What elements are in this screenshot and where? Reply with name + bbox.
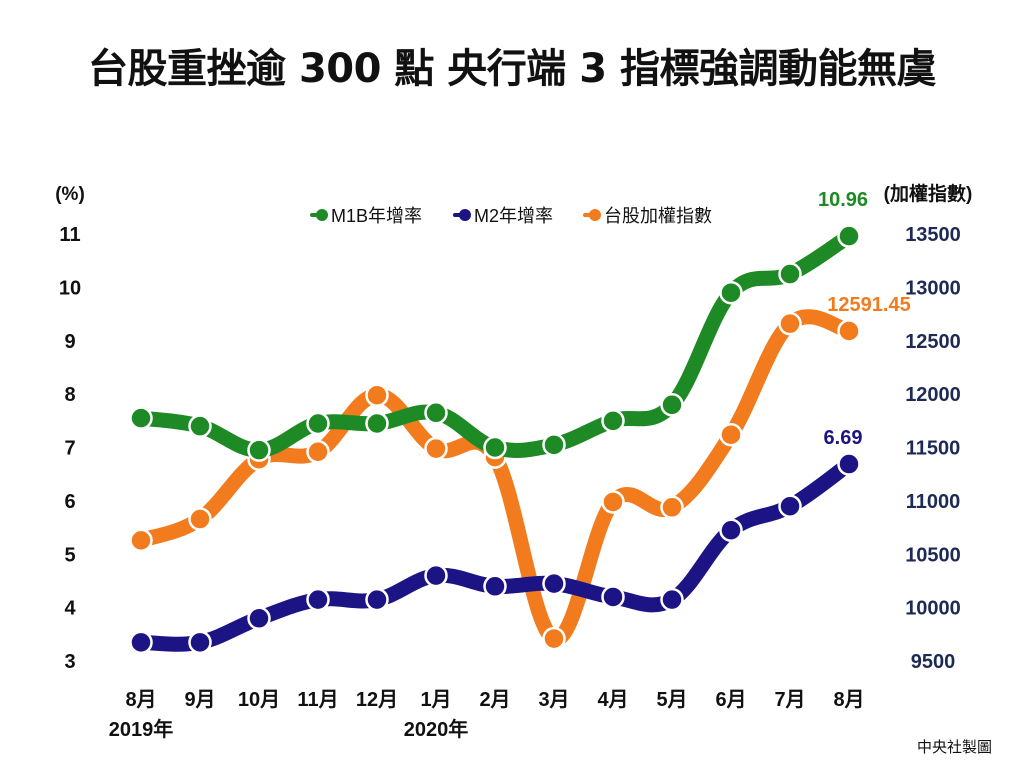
right-axis-tick-label: 10500: [905, 544, 961, 566]
right-axis-tick-label: 12500: [905, 331, 961, 353]
data-point-m2: [542, 571, 566, 596]
data-point-m1b: [247, 438, 271, 462]
data-point-m1b: [424, 401, 448, 425]
right-axis-tick-label: 10000: [905, 598, 961, 620]
data-point-m2: [365, 587, 389, 612]
data-point-m1b: [542, 433, 566, 457]
x-axis-tick-label: 10月: [238, 689, 280, 711]
data-point-m2: [719, 518, 743, 542]
x-axis-tick-label: 2月: [479, 689, 510, 711]
data-point-index: [188, 507, 212, 531]
legend-label-m1b: M1B年增率: [331, 206, 422, 226]
data-point-m1b: [601, 409, 625, 433]
x-axis-tick-label: 9月: [184, 689, 215, 711]
data-point-m1b: [483, 435, 507, 460]
data-point-m2: [129, 630, 153, 655]
x-axis-year-label: 2019年: [109, 717, 174, 741]
x-axis-tick-label: 4月: [597, 689, 628, 711]
x-axis-tick-label: 1月: [420, 689, 451, 711]
left-axis-tick-label: 10: [59, 277, 81, 299]
data-point-m2: [837, 452, 861, 476]
data-point-m2: [778, 494, 802, 518]
data-point-m1b: [778, 262, 802, 286]
right-axis-tick-label: 13000: [905, 277, 961, 299]
legend-swatch-dot-m2: [459, 209, 471, 221]
right-axis-tick-label: 11000: [906, 491, 961, 513]
data-point-m2: [247, 606, 271, 631]
data-point-m1b: [188, 414, 212, 438]
legend-swatch-dot-index: [589, 209, 601, 221]
left-axis-unit-label: (%): [55, 184, 85, 205]
data-point-m1b: [129, 406, 153, 430]
data-point-index: [129, 528, 153, 553]
data-label-m1b-end: 10.96: [818, 189, 868, 211]
legend-swatch-dot-m1b: [316, 209, 328, 221]
data-point-m2: [424, 563, 448, 588]
left-axis-tick-label: 4: [64, 598, 76, 620]
data-point-index: [837, 319, 861, 343]
x-axis-tick-label: 12月: [356, 689, 398, 711]
right-axis-tick-label: 13500: [905, 224, 961, 246]
x-axis-tick-label: 8月: [833, 689, 864, 711]
data-point-m2: [306, 587, 330, 612]
data-point-m2: [483, 574, 507, 599]
data-point-m1b: [306, 411, 330, 436]
chart-title: 台股重挫逾 300 點 央行端 3 指標強調動能無虞: [88, 46, 936, 92]
data-point-m1b: [719, 280, 743, 305]
legend-label-m2: M2年增率: [474, 206, 553, 226]
data-point-m2: [660, 587, 684, 612]
left-axis-tick-label: 3: [64, 651, 75, 673]
left-axis-tick-label: 7: [64, 438, 75, 460]
data-point-index: [306, 440, 330, 464]
series-line-m2: [133, 456, 857, 652]
left-axis-tick-label: 6: [64, 491, 75, 513]
x-axis-year-label: 2020年: [404, 717, 469, 741]
data-label-index-end: 12591.45: [827, 294, 910, 316]
data-point-index: [719, 422, 743, 447]
right-axis-tick-label: 12000: [905, 384, 961, 406]
data-point-m1b: [365, 411, 389, 436]
right-axis-unit-label: (加權指數): [884, 182, 973, 205]
legend-label-index: 台股加權指數: [604, 206, 712, 226]
data-point-index: [778, 311, 802, 336]
left-axis-tick-label: 11: [59, 224, 80, 246]
x-axis-tick-label: 7月: [774, 689, 805, 711]
data-point-index: [424, 436, 448, 461]
x-axis-tick-label: 8月: [125, 689, 156, 711]
left-axis-tick-label: 8: [64, 384, 75, 406]
data-point-m1b: [660, 393, 684, 417]
data-point-m2: [601, 585, 625, 609]
x-axis-tick-label: 11月: [297, 689, 338, 711]
source-credit: 中央社製圖: [916, 738, 992, 756]
right-axis-tick-label: 11500: [906, 438, 961, 460]
data-point-m1b: [837, 224, 861, 248]
left-axis-tick-label: 5: [64, 544, 75, 566]
data-label-m2-end: 6.69: [824, 427, 863, 449]
right-axis-tick-label: 9500: [911, 651, 956, 673]
data-point-index: [365, 383, 389, 407]
x-axis-tick-label: 5月: [656, 689, 687, 711]
data-point-index: [660, 495, 684, 520]
x-axis-tick-label: 6月: [715, 689, 746, 711]
x-axis-tick-label: 3月: [538, 689, 569, 711]
data-point-index: [601, 490, 625, 514]
data-point-index: [542, 626, 566, 651]
left-axis-tick-label: 9: [64, 331, 75, 353]
data-point-m2: [188, 630, 212, 655]
